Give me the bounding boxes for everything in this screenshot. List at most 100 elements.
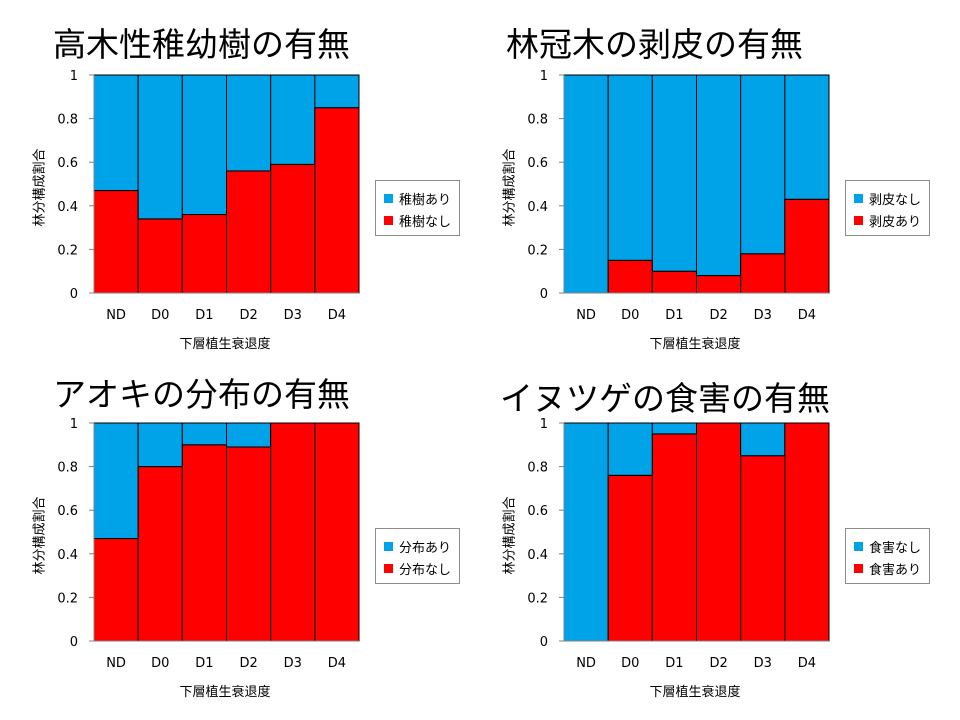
x-tick-label: D3 [284,308,302,323]
y-axis-label: 林分構成割合 [502,496,518,575]
y-tick-label: 0.8 [57,461,78,476]
x-tick-label: D0 [151,308,169,323]
bar-segment [563,422,609,642]
x-tick-label: D3 [754,308,772,323]
y-tick-label: 0.4 [57,200,78,215]
bar-segment [137,466,183,642]
x-tick-label: D2 [239,656,257,671]
y-axis-label: 林分構成割合 [502,148,518,227]
x-tick-label: ND [106,308,126,323]
y-tick-label: 0.2 [57,591,78,606]
stacked-bar-chart: ND D0 D1 D2 D3 D4 0 0.2 0.4 0.6 0.8 1 [527,417,830,671]
bar-segment [651,74,697,272]
y-tick-label: 1 [540,417,548,432]
bar-segment [226,74,272,172]
legend-item: 食害なし [854,535,921,557]
bar-segment [181,444,227,642]
y-tick-label: 1 [540,69,548,84]
bar-segment [181,214,227,294]
stacked-bar-chart: ND D0 D1 D2 D3 D4 0 0.2 0.4 0.6 0.8 1 [527,69,830,323]
x-tick-label: D0 [621,656,639,671]
legend-label: 分布なし [399,562,452,578]
bar-segment [696,275,742,294]
legend-label: 食害あり [869,562,922,578]
y-tick-label: 0.6 [527,504,548,519]
y-tick-label: 1 [70,417,78,432]
y-tick-label: 0 [540,287,548,302]
x-tick-label: D4 [328,656,346,671]
x-axis-label: 下層植生衰退度 [649,685,741,700]
legend-swatch [854,215,863,225]
legend-item: 食害あり [854,557,921,579]
chart-title: アオキの分布の有無 [53,375,350,414]
x-tick-label: D1 [195,308,213,323]
legend-item: 稚樹あり [384,187,451,209]
bar-segment [93,422,139,540]
x-tick-label: D0 [621,308,639,323]
bar-segment [607,474,653,642]
legend-swatch [854,563,863,573]
chart-title: イヌツゲの食害の有無 [500,379,830,418]
legend-label: 稚樹なし [399,214,452,230]
y-axis-label: 林分構成割合 [32,496,48,575]
bar-segment [607,422,653,476]
legend: 稚樹あり 稚樹なし [375,180,461,236]
legend-item: 分布なし [384,557,451,579]
bar-segment [651,270,697,294]
legend-label: 食害なし [869,540,922,556]
y-tick-label: 0 [70,287,78,302]
bar-segment [563,74,609,294]
y-tick-label: 0.4 [57,548,78,563]
bar-segment [226,422,272,448]
bar-segment [226,170,272,294]
x-tick-label: D3 [284,656,302,671]
bar-segment [314,107,360,294]
legend-label: 剥皮なし [869,192,922,208]
bar-segment [651,433,697,642]
y-tick-label: 0.2 [57,243,78,258]
bar-segment [740,74,786,255]
bar-segment [784,198,830,294]
legend-item: 剥皮あり [854,209,921,231]
bar-segment [137,218,183,294]
x-tick-label: D2 [709,656,727,671]
x-tick-label: D3 [754,656,772,671]
bar-segment [696,74,742,277]
bar-segment [740,455,786,642]
bar-segment [270,422,316,642]
bar-segment [270,74,316,165]
bar-segment [740,422,786,457]
y-tick-label: 0.6 [527,156,548,171]
chart-panel-aucuba: アオキの分布の有無 ND D0 D1 D2 D3 D4 0 0.2 0.4 0.6 0.8 1 林分構… [0,348,480,708]
y-tick-label: 0.2 [527,591,548,606]
y-tick-label: 1 [70,69,78,84]
x-tick-label: D4 [798,656,816,671]
bar-segment [784,74,830,200]
bar-segment [137,422,183,468]
legend-label: 稚樹あり [399,192,452,208]
bar-segment [740,253,786,294]
y-tick-label: 0.6 [57,156,78,171]
chart-panel-bark-stripping: 林冠木の剥皮の有無 ND D0 D1 D2 D3 D4 0 0.2 0.4 0.6 0.8 1 林分構… [470,0,950,360]
chart-title: 高木性稚幼樹の有無 [53,25,350,64]
legend: 食害なし 食害あり [845,528,931,584]
x-tick-label: D4 [328,308,346,323]
bar-segment [93,74,139,192]
bar-segment [93,190,139,294]
x-tick-label: ND [576,656,596,671]
bar-segment [314,422,360,642]
y-axis-label: 林分構成割合 [32,148,48,227]
legend-label: 剥皮あり [869,214,922,230]
y-tick-label: 0.4 [527,200,548,215]
chart-title: 林冠木の剥皮の有無 [506,25,803,64]
bar-segment [181,74,227,216]
y-tick-label: 0 [70,635,78,650]
bar-segment [93,538,139,642]
bar-segment [314,74,360,109]
legend-swatch [384,193,393,203]
stacked-bar-chart: ND D0 D1 D2 D3 D4 0 0.2 0.4 0.6 0.8 1 [57,69,360,323]
x-tick-label: D0 [151,656,169,671]
x-tick-label: D2 [709,308,727,323]
legend-swatch [384,563,393,573]
legend: 剥皮なし 剥皮あり [845,180,931,236]
